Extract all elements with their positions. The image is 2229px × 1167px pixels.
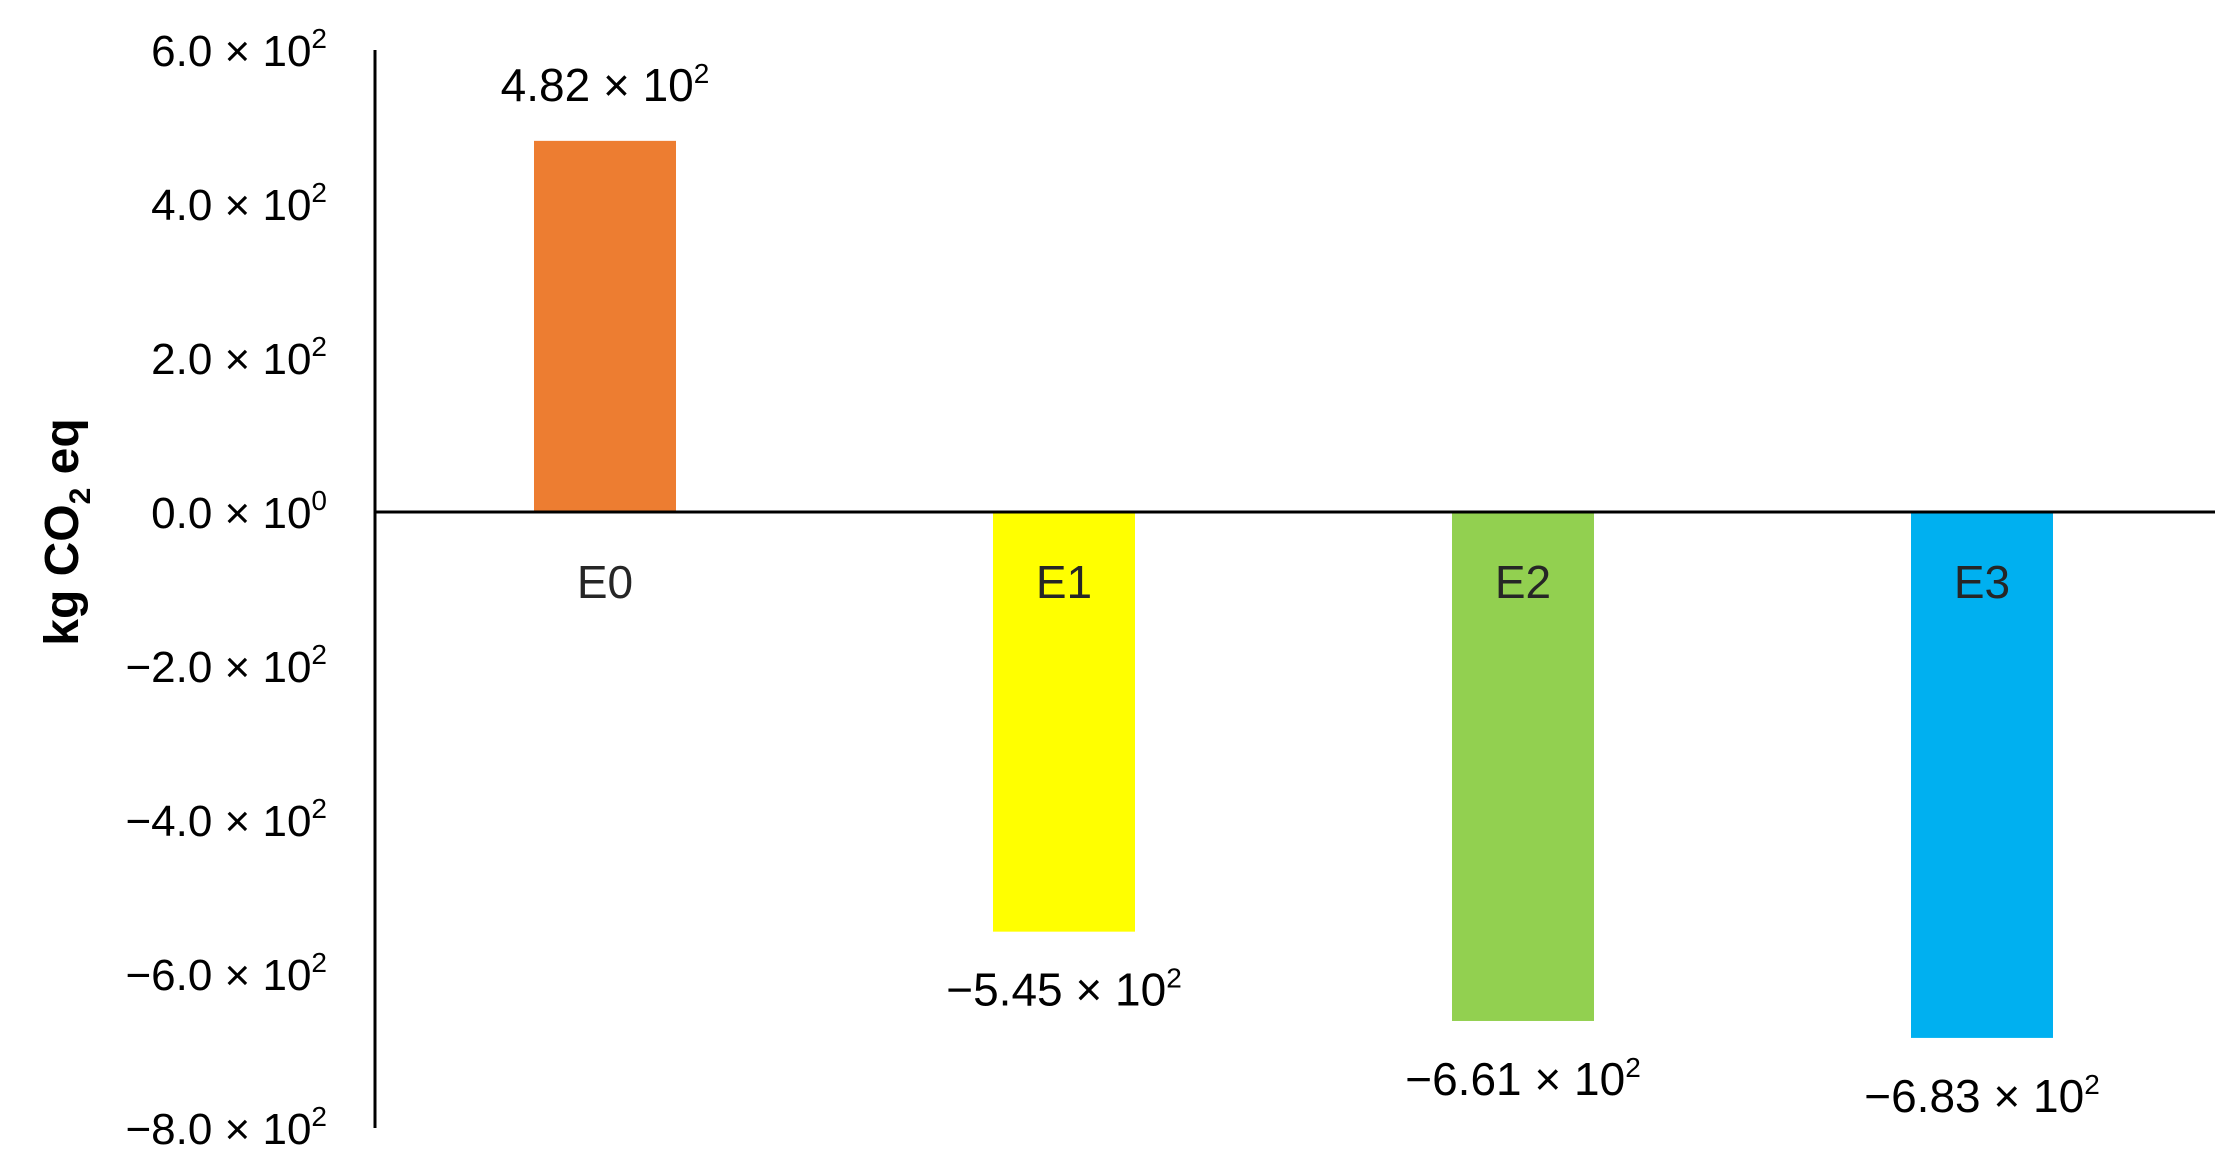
data-label: −6.61 × 102 (1405, 1052, 1641, 1105)
y-tick-label: −4.0 × 102 (125, 793, 327, 846)
y-axis-title: kg CO2 eq (36, 418, 97, 645)
y-tick-label: 6.0 × 102 (151, 23, 327, 76)
x-category-label: E2 (1495, 556, 1551, 608)
y-tick-label: 2.0 × 102 (151, 331, 327, 384)
x-category-label: E1 (1036, 556, 1092, 608)
data-label: −6.83 × 102 (1864, 1069, 2100, 1122)
y-tick-label: −2.0 × 102 (125, 639, 327, 692)
labels-layer: E0 4.82 × 102 E1 −5.45 × 102 E2 −6.61 × 102 E3… (375, 58, 2215, 1122)
data-label: 4.82 × 102 (501, 58, 710, 111)
bar-e1 (993, 512, 1135, 932)
y-tick-label: 4.0 × 102 (151, 177, 327, 230)
x-category-label: E3 (1954, 556, 2010, 608)
bar-e3 (1911, 512, 2053, 1038)
data-label: −5.45 × 102 (946, 963, 1182, 1016)
y-tick-label: 0.0 × 100 (151, 485, 327, 538)
y-tick-label: −8.0 × 102 (125, 1101, 327, 1154)
axes-layer: 6.0 × 102 4.0 × 102 2.0 × 102 0.0 × 100 −2.0… (36, 23, 377, 1154)
x-category-label: E0 (577, 556, 633, 608)
bar-e2 (1452, 512, 1594, 1021)
bar-e0 (534, 140, 676, 513)
y-tick-label: −6.0 × 102 (125, 947, 327, 1000)
bars-layer (534, 140, 2053, 1038)
